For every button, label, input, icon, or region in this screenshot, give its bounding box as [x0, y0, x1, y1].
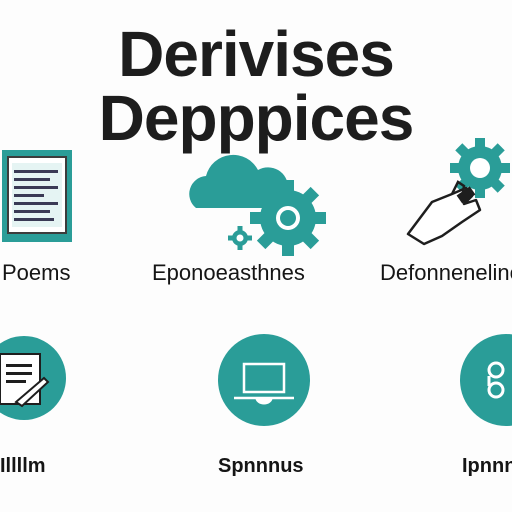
link-circle-icon [460, 334, 512, 426]
item-label-ipnnn: Ipnnn [462, 455, 512, 477]
document-list-item[interactable] [0, 148, 76, 244]
cloud-gears-icon [189, 154, 326, 256]
item-label-illllm: Illllm [0, 455, 46, 477]
link-item[interactable] [456, 332, 512, 428]
laptop-item[interactable] [216, 332, 312, 428]
item-label-defonneneline: Defonneneline [380, 260, 512, 285]
hand-gear-item[interactable] [402, 138, 512, 250]
item-label-poems: Poems [2, 260, 71, 285]
laptop-circle-icon [218, 334, 310, 426]
item-label-spnnnus: Spnnnus [218, 455, 304, 477]
page-title: Derivises Depppices [98, 18, 415, 154]
cloud-gears-item[interactable] [176, 152, 326, 256]
document-pen-circle-icon [0, 336, 66, 420]
item-label-eponoeasthnes: Eponoeasthnes [152, 260, 305, 285]
hand-gear-icon [406, 138, 510, 246]
document-list-icon [2, 150, 72, 242]
document-pen-item[interactable] [0, 332, 72, 424]
